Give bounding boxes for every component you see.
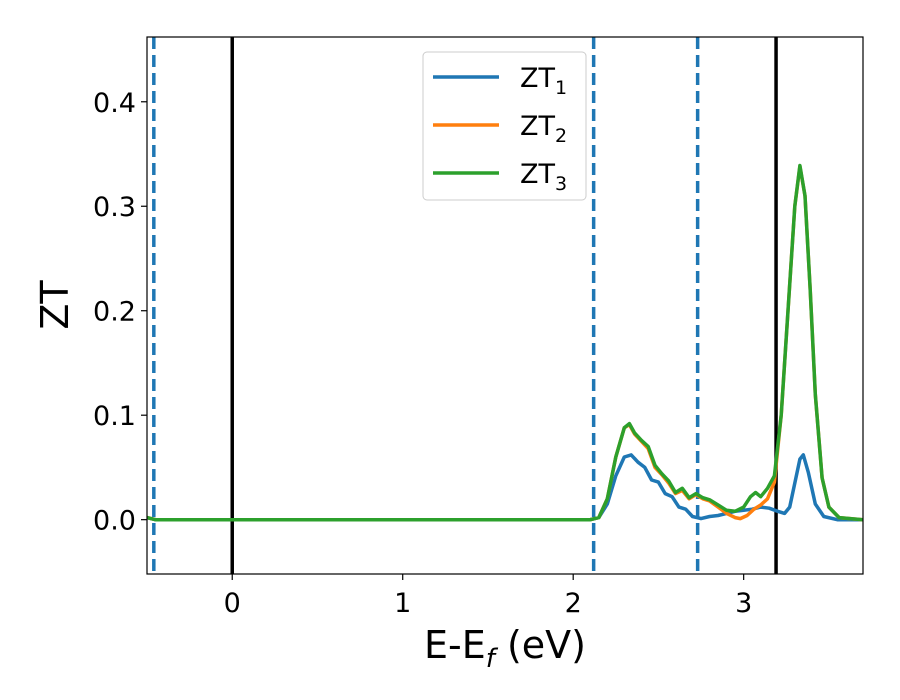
- y-tick-label: 0.3: [93, 192, 136, 223]
- series-lines: [147, 163, 863, 522]
- y-tick-label: 0.2: [93, 297, 136, 328]
- x-tick-label: 3: [735, 588, 752, 619]
- vertical-reference-lines: [152, 37, 778, 574]
- x-axis-title-main: E-E: [424, 623, 486, 667]
- y-axis-title: ZT: [33, 280, 77, 330]
- x-axis-title-unit: (eV): [495, 623, 586, 667]
- x-tick-label: 2: [565, 588, 582, 619]
- y-tick-label: 0.0: [93, 506, 136, 537]
- legend-label-zt3: ZT3: [520, 159, 567, 195]
- y-axis-ticks: 0.0 0.1 0.2 0.3 0.4: [93, 88, 147, 537]
- x-axis-title: E-Ef (eV): [424, 623, 586, 674]
- y-tick-label: 0.1: [93, 401, 136, 432]
- x-tick-label: 0: [224, 588, 241, 619]
- legend-box: [422, 51, 587, 201]
- series-line-zt3: [147, 163, 863, 522]
- plot-frame: [146, 36, 864, 575]
- legend: ZT1 ZT2 ZT3: [422, 51, 587, 201]
- legend-label-zt1: ZT1: [520, 63, 567, 99]
- y-tick-label: 0.4: [93, 88, 136, 119]
- x-tick-label: 1: [394, 588, 411, 619]
- x-axis-ticks: 0 1 2 3: [224, 574, 752, 619]
- legend-label-zt2: ZT2: [520, 111, 567, 147]
- series-line-zt1: [147, 453, 863, 522]
